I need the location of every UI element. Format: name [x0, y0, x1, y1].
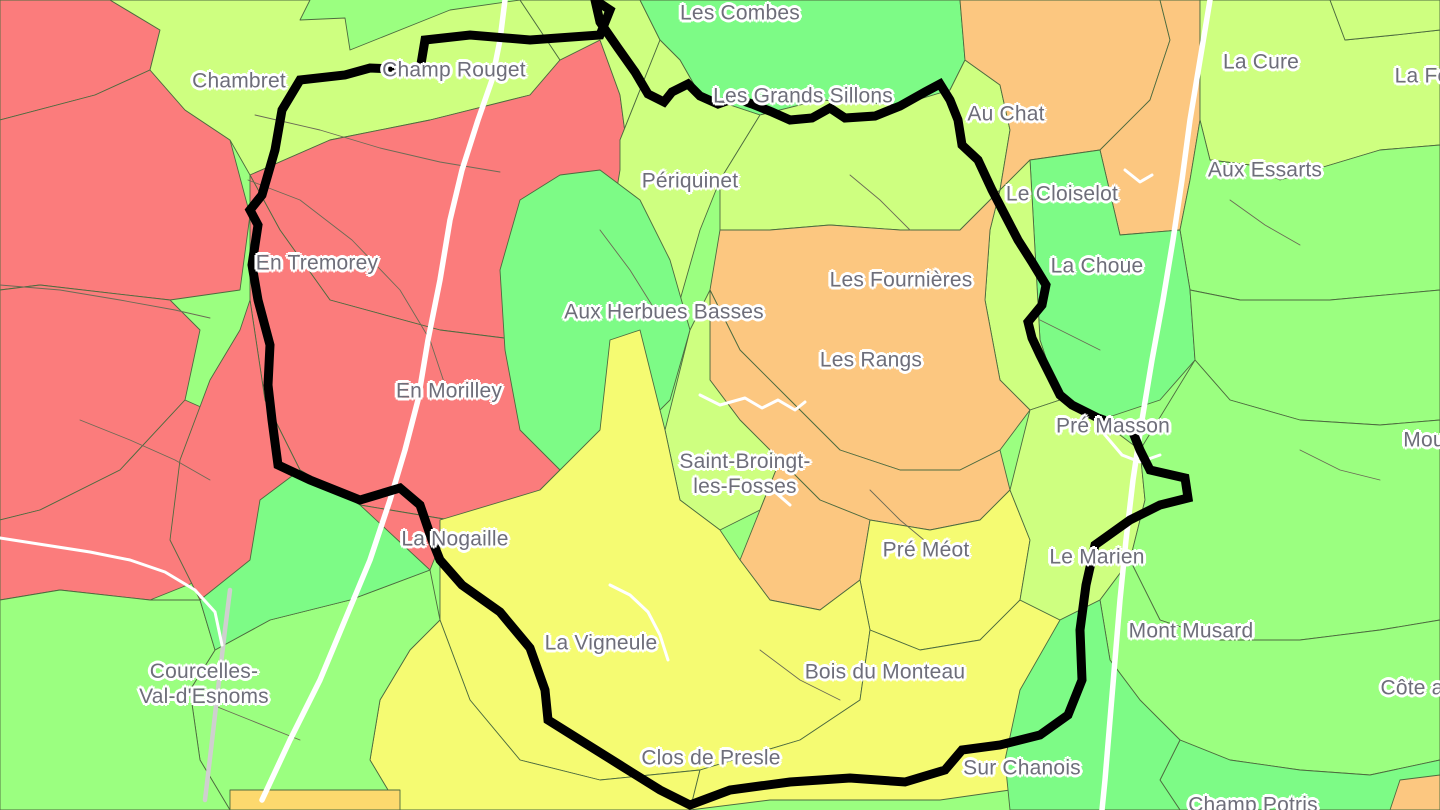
place-label-les-rangs: Les Rangs: [819, 348, 923, 372]
place-label-clos-de-presle: Clos de Presle: [641, 746, 781, 770]
place-label-periquinet: Périquinet: [641, 169, 739, 193]
minor-road-2: [608, 583, 670, 662]
place-label-les-fournieres: Les Fournières: [829, 268, 973, 292]
parcel-p-orange-br[interactable]: [1389, 774, 1440, 810]
place-label-le-cloiselot: Le Cloiselot: [1005, 182, 1119, 206]
place-label-chambret: Chambret: [192, 69, 286, 93]
secondary-road-0: [202, 587, 233, 803]
parcel-p-green-chanois[interactable]: [1004, 599, 1181, 810]
field-track-5: [849, 174, 911, 231]
place-label-sur-chanois: Sur Chanois: [963, 756, 1081, 780]
commune-boundary-outline[interactable]: [244, 0, 1194, 810]
field-track-10: [1299, 449, 1381, 481]
place-label-les-combes: Les Combes: [680, 1, 800, 25]
field-track-3: [254, 114, 501, 173]
road-network: [0, 0, 1381, 810]
minor-road-5: [1123, 168, 1154, 184]
parcel-p-yg-fe[interactable]: [1329, 0, 1440, 41]
minor-road-1: [698, 393, 807, 412]
place-label-mont-musard: Mont Musard: [1128, 619, 1254, 643]
place-label-en-morilley: En Morilley: [395, 379, 503, 403]
place-label-champ-potris: Champ Potris: [1188, 793, 1318, 810]
place-label-pre-meot: Pré Méot: [882, 538, 970, 562]
place-label-courcelles: Courcelles- Val-d'Esnoms: [139, 660, 269, 708]
minor-road-3: [1103, 433, 1162, 464]
place-label-champ-rouget: Champ Rouget: [382, 58, 526, 82]
main-road-1: [1099, 0, 1213, 810]
field-track-9: [1229, 199, 1301, 246]
field-track-4: [599, 229, 656, 311]
place-label-bois-du-monteau: Bois du Monteau: [804, 660, 966, 684]
minor-road-4: [758, 478, 792, 507]
place-label-au-chat: Au Chat: [967, 102, 1045, 126]
place-label-en-tremorey: En Tremorey: [255, 251, 379, 275]
place-label-aux-herbues-basses: Aux Herbues Basses: [564, 300, 764, 324]
minor-road-0: [0, 536, 224, 647]
commune-boundary: [244, 0, 1194, 810]
place-label-la-fe: La Fe: [1394, 64, 1440, 88]
parcel-p-yellow-bl[interactable]: [229, 789, 401, 810]
place-label-la-choue: La Choue: [1050, 254, 1144, 278]
parcel-p-green-nogaille[interactable]: [199, 469, 431, 651]
place-label-pre-masson: Pré Masson: [1055, 414, 1171, 438]
place-label-la-nogaille: La Nogaille: [401, 527, 509, 551]
place-label-saint-broingt: Saint-Broingt- les-Fosses: [679, 450, 811, 498]
field-track-8: [759, 649, 841, 701]
field-track-6: [1039, 319, 1101, 351]
field-track-1: [0, 284, 211, 319]
place-label-le-marien: Le Marien: [1049, 545, 1145, 569]
field-track-0: [247, 179, 451, 401]
place-label-cote-a: Côte a: [1380, 676, 1440, 700]
field-track-2: [79, 419, 211, 481]
place-label-la-vigneule: La Vigneule: [544, 631, 658, 655]
place-label-mou: Mou: [1403, 428, 1440, 452]
field-track-7: [869, 489, 931, 546]
place-label-la-cure: La Cure: [1222, 50, 1300, 74]
parcel-p-green-cour-b[interactable]: [0, 589, 231, 810]
main-road-0: [259, 0, 508, 803]
place-label-aux-essarts: Aux Essarts: [1207, 158, 1323, 182]
place-label-les-grands-sillons: Les Grands Sillons: [713, 84, 893, 108]
